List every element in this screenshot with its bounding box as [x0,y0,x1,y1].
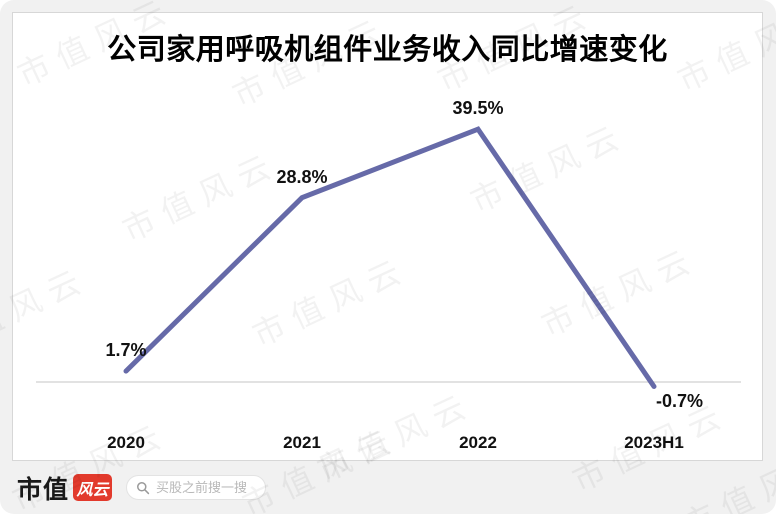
value-label-2022: 39.5% [452,98,504,119]
x-axis-label-2023H1: 2023H1 [624,433,684,452]
chart-title: 公司家用呼吸机组件业务收入同比增速变化 [107,34,668,66]
chart-labels-layer: 1.7% 2020 28.8% 2021 39.5% 2022 -0.7% 2023H1 [13,13,762,460]
value-label-2020: 1.7% [105,340,147,361]
chart-card: 公司家用呼吸机组件业务收入同比增速变化 1.7% 2020 28.8% 2021 39.… [12,12,763,461]
search-input[interactable] [156,480,257,495]
x-axis-label-2020: 2020 [107,433,145,452]
value-label-2021: 28.8% [276,166,328,187]
footer-bar: 市值 风云 [0,461,776,514]
search-icon [137,481,150,494]
brand-logo[interactable]: 市值 风云 [17,470,113,506]
line-chart [36,126,741,389]
value-label-2023H1: -0.7% [656,391,704,412]
brand-wordmark: 市值 [17,476,70,504]
x-axis-label-2021: 2021 [283,433,321,452]
search-bar[interactable] [126,475,267,500]
brand-badge: 风云 [73,474,113,501]
growth-line-series [123,126,657,389]
x-axis-label-2022: 2022 [459,433,497,452]
